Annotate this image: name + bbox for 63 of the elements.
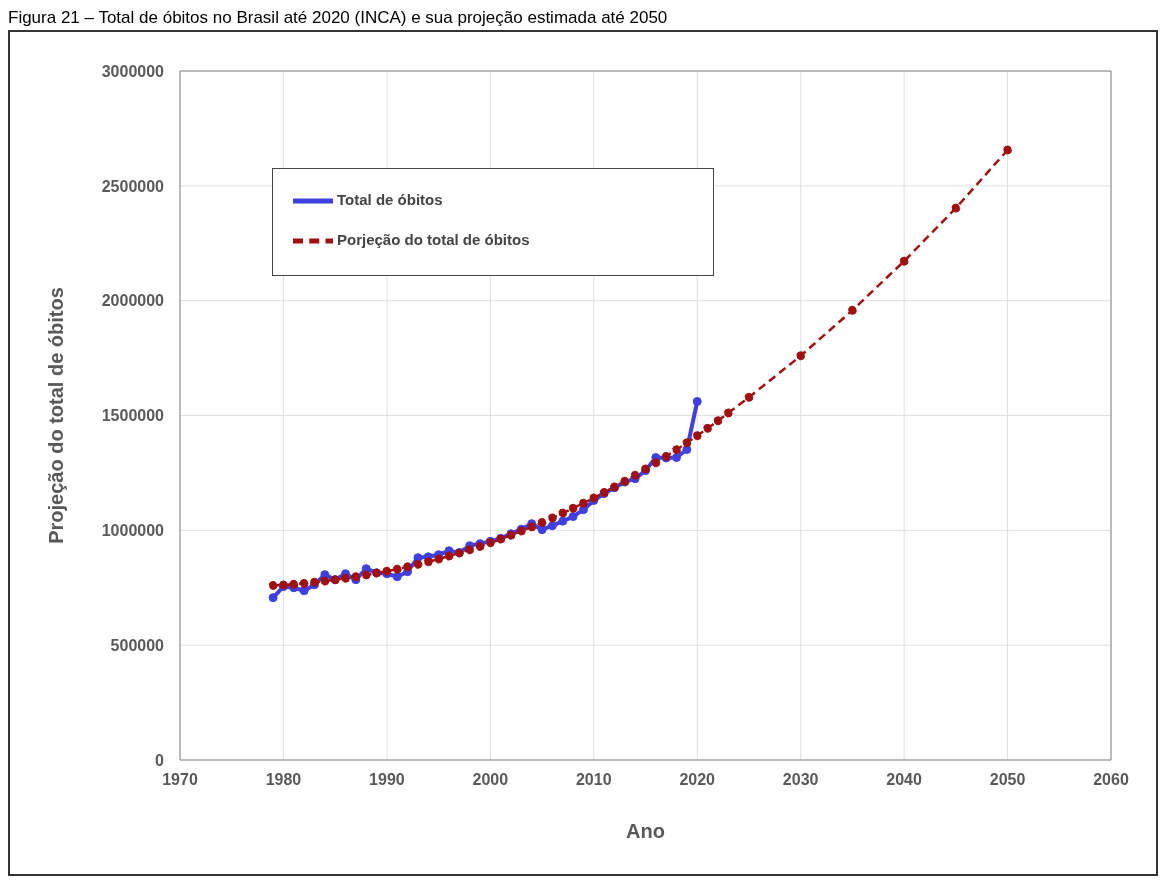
point	[951, 203, 961, 213]
point	[547, 513, 557, 523]
y-tick-label: 3000000	[101, 62, 165, 80]
point	[1003, 145, 1013, 155]
point	[392, 572, 402, 582]
point	[692, 396, 702, 406]
point	[703, 423, 713, 433]
x-tick-label: 1970	[162, 771, 198, 789]
x-tick-label: 2040	[886, 771, 923, 789]
point	[341, 573, 351, 583]
x-tick-label: 2000	[472, 771, 509, 789]
point	[847, 305, 857, 315]
point	[392, 564, 402, 574]
point	[289, 579, 299, 589]
y-tick-label: 2000000	[101, 292, 165, 310]
point	[403, 562, 413, 572]
point	[465, 545, 475, 555]
point	[537, 525, 547, 535]
point	[537, 518, 547, 528]
legend-label: Total de óbitos	[337, 191, 443, 209]
x-tick-label: 2010	[575, 771, 612, 789]
y-tick-label: 1000000	[101, 522, 165, 540]
x-tick-label: 1980	[265, 771, 302, 789]
point	[672, 445, 682, 455]
point	[299, 578, 309, 588]
y-tick-label: 500000	[110, 636, 165, 654]
point	[723, 408, 733, 418]
point	[672, 453, 682, 463]
point	[268, 593, 278, 603]
x-tick-label: 2030	[782, 771, 819, 789]
point	[796, 351, 806, 361]
y-axis-title: Projeção do total de óbitos	[45, 287, 68, 544]
chart-title: Figura 21 – Total de óbitos no Brasil até 2020 (INCA) e sua projeção estimada até 2050	[8, 8, 669, 28]
point	[268, 580, 278, 590]
point	[568, 503, 578, 513]
point	[899, 256, 909, 266]
point	[568, 512, 578, 522]
point	[630, 470, 640, 480]
legend-label: Porjeção do total de óbitos	[337, 231, 530, 249]
x-tick-label: 2020	[679, 771, 716, 789]
x-tick-label: 2060	[1093, 771, 1129, 789]
point	[744, 392, 754, 402]
point	[578, 498, 588, 508]
point	[713, 416, 723, 426]
y-tick-label: 1500000	[101, 407, 165, 425]
point	[558, 516, 568, 526]
point	[299, 586, 309, 596]
x-axis-title: Ano	[626, 820, 665, 842]
point	[361, 570, 371, 580]
x-tick-label: 2050	[989, 771, 1026, 789]
x-tick-label: 1990	[369, 771, 405, 789]
point	[651, 458, 661, 468]
point	[558, 508, 568, 518]
point	[682, 438, 692, 448]
y-tick-label: 2500000	[101, 177, 165, 195]
y-tick-label: 0	[155, 751, 165, 769]
point	[320, 576, 330, 586]
point	[692, 431, 702, 441]
point	[413, 559, 423, 569]
point	[423, 557, 433, 567]
point	[444, 551, 454, 561]
point	[434, 554, 444, 564]
point	[547, 521, 557, 531]
